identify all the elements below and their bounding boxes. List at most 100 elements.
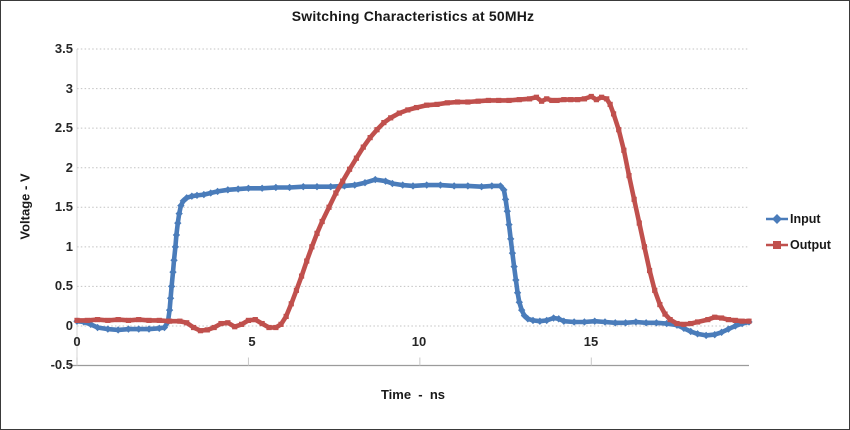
diamond-marker bbox=[717, 328, 726, 336]
square-marker bbox=[485, 97, 492, 104]
diamond-marker bbox=[145, 325, 153, 333]
y-tick-label: 2.5 bbox=[54, 120, 73, 135]
square-marker bbox=[309, 244, 315, 250]
square-marker bbox=[610, 111, 617, 117]
diamond-marker bbox=[693, 330, 702, 338]
square-marker bbox=[288, 301, 294, 307]
square-marker bbox=[225, 320, 231, 326]
square-marker bbox=[712, 314, 718, 320]
square-marker bbox=[146, 317, 152, 323]
square-marker bbox=[211, 324, 217, 331]
square-marker bbox=[232, 324, 238, 330]
diamond-marker bbox=[167, 282, 176, 291]
square-marker bbox=[94, 317, 101, 323]
square-marker bbox=[732, 317, 738, 323]
square-marker bbox=[177, 318, 183, 324]
square-marker bbox=[544, 96, 550, 102]
square-marker bbox=[381, 119, 387, 126]
diamond-marker bbox=[285, 183, 294, 192]
x-tick-label: 0 bbox=[73, 334, 81, 349]
square-marker bbox=[374, 127, 380, 133]
diamond-marker bbox=[124, 325, 133, 333]
square-marker bbox=[538, 98, 545, 104]
square-marker bbox=[259, 320, 265, 327]
legend-label-output: Output bbox=[790, 238, 831, 252]
square-marker bbox=[278, 321, 284, 327]
square-marker bbox=[115, 317, 121, 323]
diamond-marker bbox=[536, 317, 544, 325]
square-marker bbox=[705, 317, 711, 323]
square-marker bbox=[593, 97, 600, 103]
diamond-marker bbox=[188, 192, 196, 200]
diamond-marker bbox=[632, 318, 640, 326]
diamond-marker bbox=[114, 326, 122, 334]
x-tick-label: 5 bbox=[248, 334, 256, 349]
diamond-marker bbox=[652, 319, 661, 327]
square-marker bbox=[667, 317, 673, 323]
square-marker bbox=[533, 94, 540, 100]
y-tick-label: 1.5 bbox=[54, 199, 73, 214]
square-marker bbox=[346, 166, 353, 172]
square-marker bbox=[526, 96, 533, 102]
diamond-marker bbox=[570, 318, 578, 326]
diamond-marker bbox=[450, 182, 458, 190]
diamond-marker bbox=[500, 186, 508, 194]
diamond-marker bbox=[724, 325, 733, 333]
square-marker bbox=[238, 321, 245, 327]
square-marker bbox=[475, 98, 481, 104]
diamond-marker bbox=[518, 306, 526, 314]
square-marker bbox=[340, 178, 346, 184]
square-marker bbox=[252, 317, 258, 323]
diamond-marker bbox=[165, 306, 174, 314]
diamond-marker bbox=[175, 209, 183, 218]
square-marker bbox=[588, 93, 594, 100]
legend-label-input: Input bbox=[790, 212, 821, 226]
diamond-marker bbox=[512, 276, 520, 284]
square-marker bbox=[424, 102, 430, 108]
diamond-marker bbox=[611, 319, 619, 327]
diamond-marker bbox=[529, 316, 537, 325]
diamond-marker bbox=[549, 314, 558, 322]
diamond-marker bbox=[642, 319, 650, 327]
diamond-marker bbox=[244, 184, 253, 192]
diamond-marker bbox=[601, 318, 609, 326]
square-marker bbox=[746, 318, 752, 324]
x-tick-label: 10 bbox=[411, 334, 427, 349]
square-marker bbox=[197, 328, 204, 334]
square-marker bbox=[125, 317, 132, 323]
square-marker bbox=[674, 320, 680, 327]
y-tick-label: -0.5 bbox=[50, 357, 73, 372]
square-marker bbox=[681, 321, 687, 327]
diamond-marker bbox=[560, 317, 568, 325]
legend-item-output[interactable]: Output bbox=[765, 235, 831, 255]
square-marker bbox=[405, 107, 411, 113]
legend: Input Output bbox=[765, 209, 831, 261]
diamond-marker bbox=[543, 316, 551, 325]
square-marker bbox=[434, 101, 440, 107]
square-marker bbox=[105, 317, 111, 323]
square-marker bbox=[549, 97, 555, 104]
y-tick-label: 3 bbox=[65, 81, 73, 96]
square-marker bbox=[621, 147, 627, 153]
square-marker bbox=[598, 94, 605, 100]
diamond-marker bbox=[621, 319, 630, 327]
diamond-marker bbox=[510, 262, 518, 271]
square-marker bbox=[574, 97, 581, 103]
square-marker bbox=[266, 324, 272, 331]
diamond-marker bbox=[234, 185, 242, 193]
square-marker bbox=[218, 320, 224, 327]
diamond-marker bbox=[503, 207, 511, 215]
square-marker bbox=[652, 287, 658, 293]
square-marker bbox=[166, 318, 173, 324]
legend-item-input[interactable]: Input bbox=[765, 209, 831, 229]
square-marker bbox=[388, 115, 394, 121]
diamond-marker bbox=[351, 181, 359, 189]
square-marker bbox=[626, 173, 632, 179]
diamond-marker bbox=[399, 181, 407, 189]
diamond-marker bbox=[513, 289, 522, 297]
chart-title: Switching Characteristics at 50MHz bbox=[291, 8, 535, 24]
diamond-marker bbox=[193, 191, 201, 200]
y-tick-label: 1 bbox=[65, 239, 73, 254]
